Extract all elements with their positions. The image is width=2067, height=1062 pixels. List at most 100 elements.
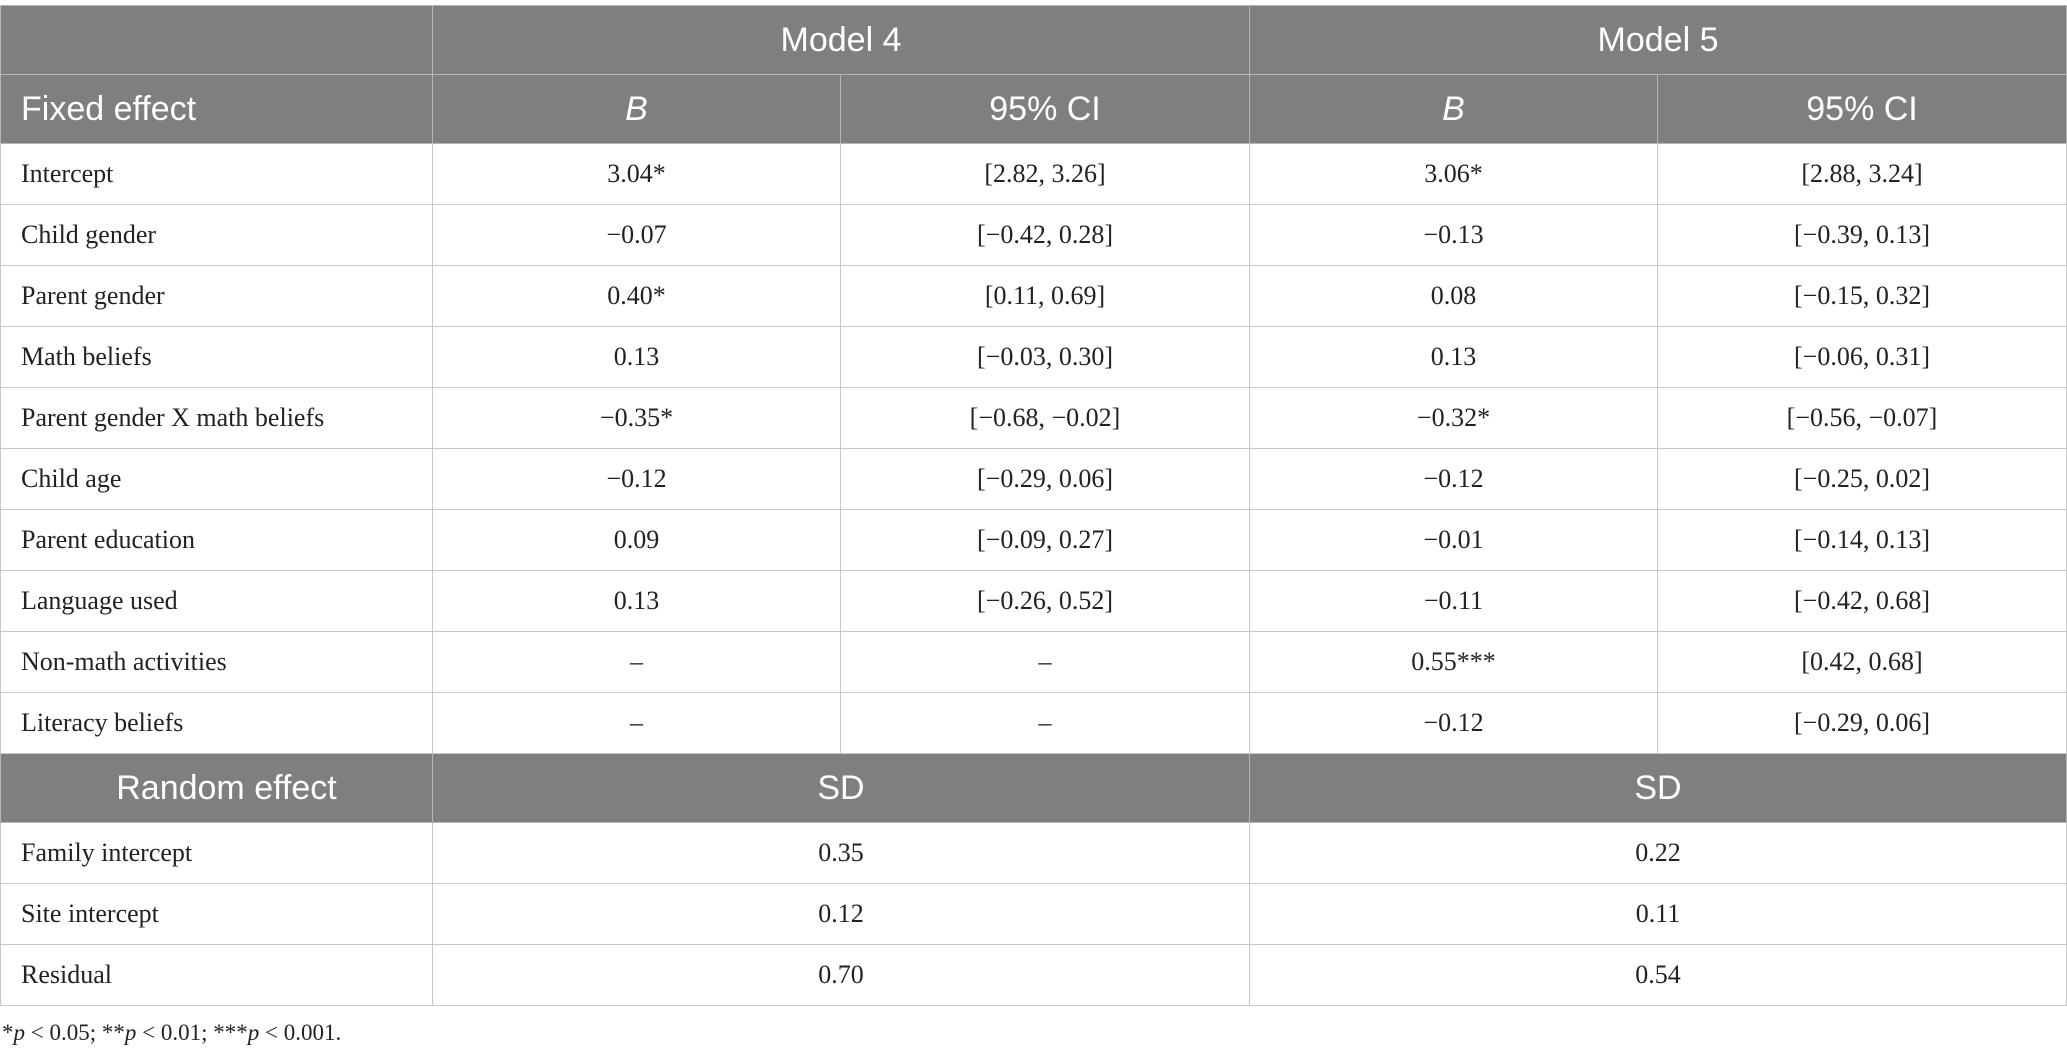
- table-row: Language used 0.13 [−0.26, 0.52] −0.11 [−0.4…: [0, 570, 2067, 632]
- footnote-p2: p: [124, 1020, 137, 1045]
- model4-b-cell: −0.35*: [432, 387, 841, 449]
- row-label: Site intercept: [0, 883, 433, 945]
- table-row: Literacy beliefs – – −0.12 [−0.29, 0.06]: [0, 692, 2067, 754]
- footnote-text-2: < 0.01; ***: [136, 1020, 248, 1045]
- model5-b-cell: −0.32*: [1249, 387, 1658, 449]
- model4-ci-cell: [−0.29, 0.06]: [840, 448, 1250, 510]
- table-row: Intercept 3.04* [2.82, 3.26] 3.06* [2.88, 3.…: [0, 143, 2067, 205]
- header-fixed-effect: Fixed effect: [0, 74, 433, 144]
- model5-sd-cell: 0.22: [1249, 822, 2067, 884]
- row-label: Child age: [0, 448, 433, 510]
- model5-b-cell: 3.06*: [1249, 143, 1658, 205]
- row-label: Literacy beliefs: [0, 692, 433, 754]
- row-label: Intercept: [0, 143, 433, 205]
- table-header: Model 4 Model 5 Fixed effect B 95% CI B …: [0, 5, 2067, 144]
- model5-ci-cell: [−0.14, 0.13]: [1657, 509, 2067, 571]
- header-model4-sd: SD: [432, 753, 1250, 823]
- model4-b-cell: –: [432, 692, 841, 754]
- model5-b-cell: 0.08: [1249, 265, 1658, 327]
- model4-b-cell: 0.13: [432, 326, 841, 388]
- header-model5-sd: SD: [1249, 753, 2067, 823]
- row-label: Non-math activities: [0, 631, 433, 693]
- row-label: Child gender: [0, 204, 433, 266]
- row-label: Parent gender: [0, 265, 433, 327]
- model4-b-cell: −0.07: [432, 204, 841, 266]
- header-model4-b: B: [432, 74, 841, 144]
- model4-b-cell: 0.09: [432, 509, 841, 571]
- header-empty-cell: [0, 5, 433, 75]
- model5-sd-cell: 0.54: [1249, 944, 2067, 1006]
- header-row-columns: Fixed effect B 95% CI B 95% CI: [0, 74, 2067, 144]
- footnote-p1: p: [13, 1020, 26, 1045]
- row-label: Math beliefs: [0, 326, 433, 388]
- model5-ci-cell: [−0.15, 0.32]: [1657, 265, 2067, 327]
- footnote-star: *: [2, 1020, 14, 1045]
- header-row-models: Model 4 Model 5: [0, 5, 2067, 75]
- row-label: Residual: [0, 944, 433, 1006]
- model4-ci-cell: [−0.09, 0.27]: [840, 509, 1250, 571]
- header-row-random: Random effect SD SD: [0, 753, 2067, 823]
- model4-ci-cell: [2.82, 3.26]: [840, 143, 1250, 205]
- model5-ci-cell: [−0.06, 0.31]: [1657, 326, 2067, 388]
- model5-ci-cell: [−0.25, 0.02]: [1657, 448, 2067, 510]
- model4-ci-cell: [−0.03, 0.30]: [840, 326, 1250, 388]
- model4-b-cell: –: [432, 631, 841, 693]
- table-footnote: *p < 0.05; **p < 0.01; ***p < 0.001.: [2, 1020, 2067, 1046]
- model5-ci-cell: [−0.29, 0.06]: [1657, 692, 2067, 754]
- footnote-text-1: < 0.05; **: [25, 1020, 125, 1045]
- row-label: Language used: [0, 570, 433, 632]
- model4-b-cell: 0.40*: [432, 265, 841, 327]
- model5-ci-cell: [−0.39, 0.13]: [1657, 204, 2067, 266]
- model4-ci-cell: –: [840, 692, 1250, 754]
- model5-ci-cell: [−0.42, 0.68]: [1657, 570, 2067, 632]
- table-row: Parent gender 0.40* [0.11, 0.69] 0.08 [−0.15…: [0, 265, 2067, 327]
- model5-b-cell: 0.55***: [1249, 631, 1658, 693]
- row-label: Parent gender X math beliefs: [0, 387, 433, 449]
- model5-ci-cell: [0.42, 0.68]: [1657, 631, 2067, 693]
- model4-sd-cell: 0.12: [432, 883, 1250, 945]
- fixed-effects-body: Intercept 3.04* [2.82, 3.26] 3.06* [2.88, 3.…: [0, 143, 2067, 754]
- table-row: Child gender −0.07 [−0.42, 0.28] −0.13 [−0.3…: [0, 204, 2067, 266]
- model4-sd-cell: 0.70: [432, 944, 1250, 1006]
- model4-b-cell: 3.04*: [432, 143, 841, 205]
- row-label: Parent education: [0, 509, 433, 571]
- table-row: Residual 0.70 0.54: [0, 944, 2067, 1006]
- model5-b-cell: −0.01: [1249, 509, 1658, 571]
- header-model5-ci: 95% CI: [1657, 74, 2067, 144]
- model4-ci-cell: [−0.42, 0.28]: [840, 204, 1250, 266]
- footnote-p3: p: [247, 1020, 260, 1045]
- header-model-4: Model 4: [432, 5, 1250, 75]
- table-row: Non-math activities – –0.55*** [0.42, 0.68]: [0, 631, 2067, 693]
- header-model4-ci: 95% CI: [840, 74, 1250, 144]
- random-effects-body: Family intercept 0.35 0.22 Site intercept 0.…: [0, 822, 2067, 1006]
- table-row: Child age −0.12 [−0.29, 0.06] −0.12 [−0.25, …: [0, 448, 2067, 510]
- table-container: Model 4 Model 5 Fixed effect B 95% CI B …: [0, 5, 2067, 1046]
- model5-b-cell: −0.11: [1249, 570, 1658, 632]
- model4-ci-cell: –: [840, 631, 1250, 693]
- row-label: Family intercept: [0, 822, 433, 884]
- footnote-text-3: < 0.001.: [259, 1020, 342, 1045]
- model4-ci-cell: [0.11, 0.69]: [840, 265, 1250, 327]
- model4-ci-cell: [−0.26, 0.52]: [840, 570, 1250, 632]
- table-row: Parent gender X math beliefs −0.35* [−0.68…: [0, 387, 2067, 449]
- table-row: Site intercept 0.12 0.11: [0, 883, 2067, 945]
- model5-b-cell: −0.12: [1249, 448, 1658, 510]
- model4-b-cell: 0.13: [432, 570, 841, 632]
- model4-b-cell: −0.12: [432, 448, 841, 510]
- model5-b-cell: 0.13: [1249, 326, 1658, 388]
- header-random-effect: Random effect: [0, 753, 433, 823]
- model5-b-cell: −0.13: [1249, 204, 1658, 266]
- table-row: Family intercept 0.35 0.22: [0, 822, 2067, 884]
- model4-sd-cell: 0.35: [432, 822, 1250, 884]
- model5-ci-cell: [2.88, 3.24]: [1657, 143, 2067, 205]
- model5-ci-cell: [−0.56, −0.07]: [1657, 387, 2067, 449]
- model5-sd-cell: 0.11: [1249, 883, 2067, 945]
- header-model5-b: B: [1249, 74, 1658, 144]
- model5-b-cell: −0.12: [1249, 692, 1658, 754]
- header-model-5: Model 5: [1249, 5, 2067, 75]
- random-effects-header-body: Random effect SD SD: [0, 753, 2067, 823]
- table-row: Math beliefs 0.13 [−0.03, 0.30] 0.13 [−0.06,…: [0, 326, 2067, 388]
- table-row: Parent education 0.09 [−0.09, 0.27] −0.01 [−…: [0, 509, 2067, 571]
- model4-ci-cell: [−0.68, −0.02]: [840, 387, 1250, 449]
- regression-table: Model 4 Model 5 Fixed effect B 95% CI B …: [0, 5, 2067, 1006]
